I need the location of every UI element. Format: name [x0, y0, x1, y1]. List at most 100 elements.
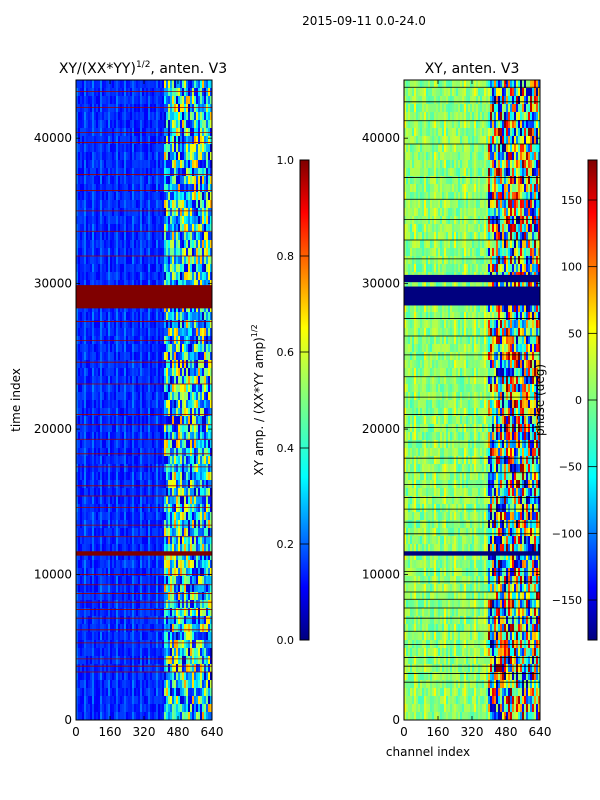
- heatmap-cell: [132, 384, 135, 393]
- heatmap-cell: [96, 400, 99, 409]
- heatmap-cell: [134, 248, 137, 257]
- heatmap-cell: [150, 256, 153, 265]
- heatmap-cell: [194, 456, 197, 465]
- heatmap-cell: [78, 488, 81, 497]
- heatmap-cell: [152, 656, 155, 665]
- heatmap-cell: [126, 416, 129, 425]
- heatmap-cell: [190, 176, 193, 185]
- heatmap-cell: [136, 648, 139, 657]
- heatmap-cell: [170, 480, 173, 489]
- heatmap-cell: [90, 200, 93, 209]
- heatmap-cell: [134, 560, 137, 569]
- heatmap-cell: [88, 376, 91, 385]
- heatmap-cell: [132, 576, 135, 585]
- heatmap-cell: [116, 640, 119, 649]
- heatmap-cell: [126, 112, 129, 121]
- heatmap-cell: [146, 664, 149, 673]
- heatmap-cell: [118, 368, 121, 377]
- heatmap-cell: [86, 352, 89, 361]
- heatmap-cell: [90, 456, 93, 465]
- heatmap-cell: [164, 504, 167, 513]
- heatmap-cell: [188, 200, 191, 209]
- heatmap-cell: [78, 608, 81, 617]
- heatmap-cell: [158, 408, 161, 417]
- heatmap-cell: [162, 152, 165, 161]
- heatmap-cell: [190, 344, 193, 353]
- heatmap-cell: [152, 704, 155, 713]
- heatmap-cell: [98, 440, 101, 449]
- heatmap-cell: [184, 552, 187, 561]
- heatmap-cell: [116, 688, 119, 697]
- heatmap-cell: [122, 472, 125, 481]
- heatmap-cell: [176, 672, 179, 681]
- heatmap-cell: [156, 376, 159, 385]
- heatmap-cell: [178, 424, 181, 433]
- heatmap-cell: [82, 432, 85, 441]
- heatmap-cell: [106, 712, 109, 720]
- heatmap-cell: [112, 712, 115, 720]
- heatmap-cell: [198, 120, 201, 129]
- heatmap-cell: [182, 208, 185, 217]
- heatmap-cell: [86, 120, 89, 129]
- heatmap-cell: [174, 240, 177, 249]
- heatmap-cell: [152, 432, 155, 441]
- heatmap-cell: [142, 464, 145, 473]
- heatmap-cell: [172, 216, 175, 225]
- heatmap-cell: [140, 168, 143, 177]
- heatmap-cell: [136, 512, 139, 521]
- heatmap-cell: [192, 256, 195, 265]
- heatmap-cell: [92, 560, 95, 569]
- heatmap-cell: [86, 208, 89, 217]
- heatmap-cell: [168, 480, 171, 489]
- heatmap-cell: [80, 312, 83, 321]
- heatmap-cell: [84, 624, 87, 633]
- heatmap-cell: [130, 584, 133, 593]
- heatmap-cell: [84, 80, 87, 89]
- heatmap-cell: [158, 312, 161, 321]
- heatmap-cell: [188, 432, 191, 441]
- heatmap-cell: [138, 536, 141, 545]
- heatmap-cell: [186, 224, 189, 233]
- heatmap-cell: [122, 320, 125, 329]
- heatmap-cell: [136, 456, 139, 465]
- heatmap-cell: [196, 360, 199, 369]
- heatmap-cell: [172, 248, 175, 257]
- heatmap-cell: [154, 416, 157, 425]
- heatmap-cell: [108, 312, 111, 321]
- heatmap-cell: [178, 400, 181, 409]
- heatmap-cell: [98, 208, 101, 217]
- heatmap-cell: [152, 104, 155, 113]
- heatmap-cell: [168, 120, 171, 129]
- heatmap-cell: [196, 392, 199, 401]
- heatmap-cell: [158, 200, 161, 209]
- heatmap-cell: [140, 144, 143, 153]
- heatmap-cell: [148, 616, 151, 625]
- heatmap-cell: [180, 448, 183, 457]
- heatmap-cell: [80, 88, 83, 97]
- heatmap-cell: [160, 168, 163, 177]
- heatmap-cell: [178, 672, 181, 681]
- heatmap-cell: [146, 640, 149, 649]
- heatmap-cell: [142, 96, 145, 105]
- heatmap-cell: [114, 328, 117, 337]
- heatmap-cell: [106, 216, 109, 225]
- heatmap-cell: [164, 440, 167, 449]
- heatmap-cell: [82, 112, 85, 121]
- heatmap-cell: [96, 592, 99, 601]
- heatmap-cell: [172, 528, 175, 537]
- heatmap-cell: [184, 664, 187, 673]
- heatmap-cell: [192, 360, 195, 369]
- heatmap-cell: [156, 136, 159, 145]
- heatmap-cell: [192, 440, 195, 449]
- heatmap-cell: [120, 232, 123, 241]
- heatmap-cell: [138, 520, 141, 529]
- heatmap-cell: [100, 384, 103, 393]
- heatmap-cell: [150, 632, 153, 641]
- heatmap-cell: [126, 560, 129, 569]
- heatmap-cell: [166, 104, 169, 113]
- heatmap-cell: [156, 392, 159, 401]
- heatmap-cell: [186, 312, 189, 321]
- heatmap-cell: [178, 376, 181, 385]
- heatmap-cell: [80, 520, 83, 529]
- heatmap-cell: [140, 344, 143, 353]
